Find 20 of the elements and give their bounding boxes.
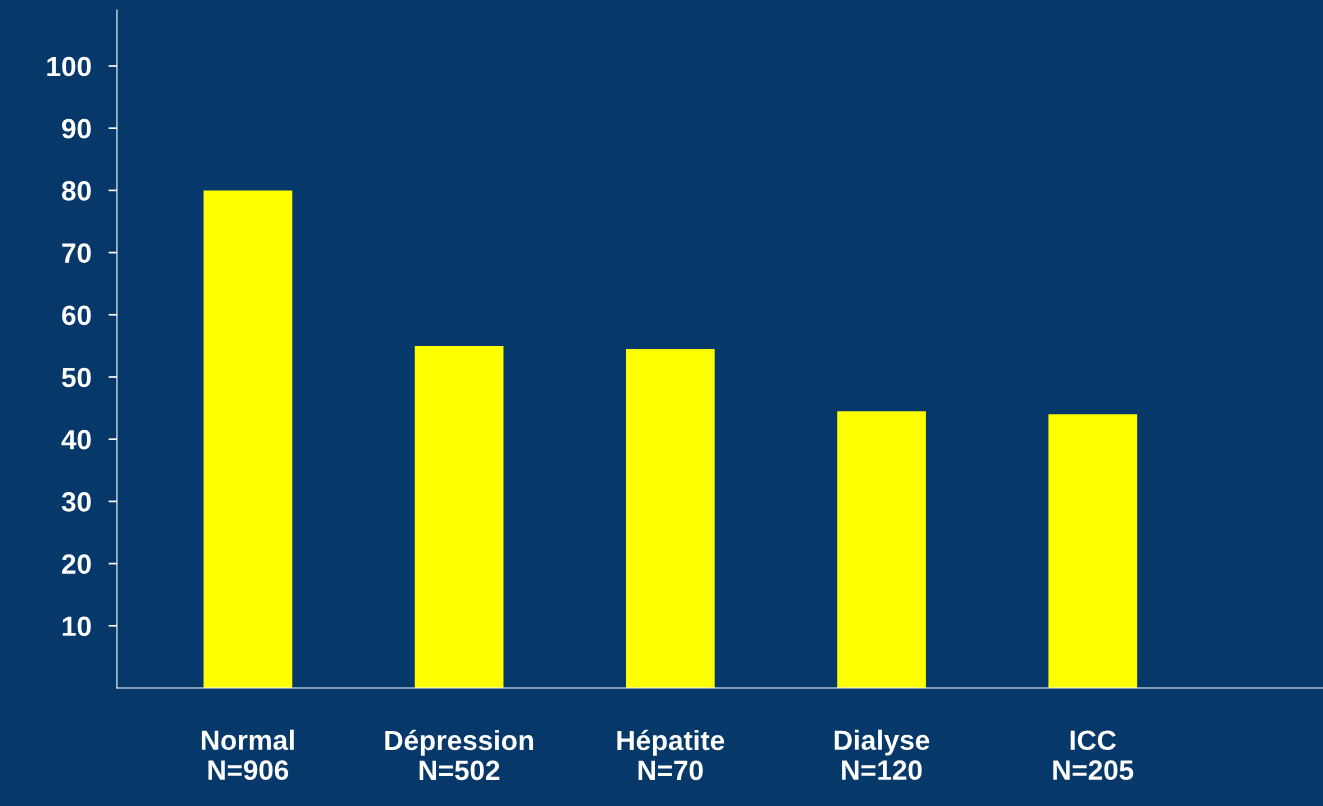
y-tick-label: 70	[62, 243, 91, 263]
bar	[203, 190, 293, 688]
x-tick-label: Dépression N=502	[385, 729, 534, 781]
y-tick-label: 10	[62, 616, 91, 637]
y-tick-label: 30	[61, 492, 91, 512]
y-tick-label: 80	[61, 181, 91, 201]
y-tick-label: 100	[47, 56, 91, 77]
y-tick-label: 60	[62, 305, 91, 326]
x-tick-label: ICC N=205	[1053, 730, 1134, 780]
x-tick-label: Normal N=906	[201, 729, 294, 780]
bar	[625, 349, 715, 688]
y-tick-label: 20	[62, 554, 91, 574]
bar	[1048, 414, 1138, 688]
bar	[837, 411, 926, 688]
x-tick-label: Dialyse N=120	[834, 729, 930, 780]
y-tick-label: 50	[61, 367, 91, 388]
y-tick-label: 40	[61, 429, 91, 450]
y-tick-label: 90	[62, 118, 91, 139]
bar	[414, 345, 504, 688]
x-tick-label: Hépatite N=70	[617, 729, 725, 781]
